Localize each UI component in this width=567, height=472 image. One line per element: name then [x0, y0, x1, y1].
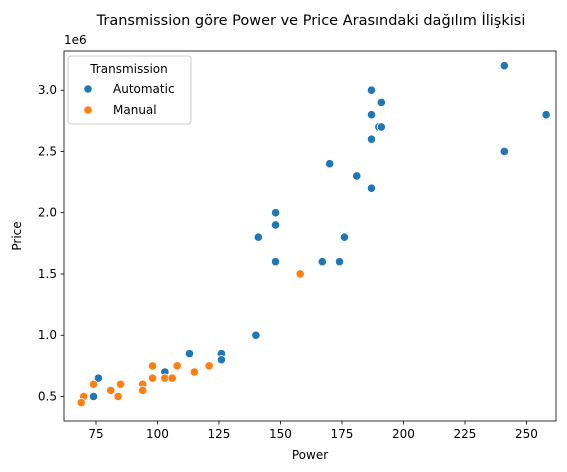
- y-tick-label: 1.5: [38, 267, 57, 281]
- y-tick-label: 1.0: [38, 328, 57, 342]
- point-automatic: [253, 232, 263, 242]
- point-automatic: [270, 257, 281, 267]
- point-automatic: [366, 110, 377, 120]
- point-manual: [113, 391, 123, 402]
- point-manual: [138, 385, 148, 395]
- point-automatic: [251, 330, 261, 340]
- point-manual: [106, 385, 116, 395]
- point-automatic: [366, 183, 377, 193]
- x-tick-label: 125: [208, 427, 231, 441]
- legend-marker-manual: [83, 105, 93, 115]
- point-manual: [295, 269, 305, 279]
- point-automatic: [317, 257, 327, 267]
- point-automatic: [339, 232, 350, 242]
- point-automatic: [93, 373, 104, 383]
- y-tick-label: 2.0: [38, 206, 57, 220]
- point-automatic: [376, 122, 386, 132]
- point-automatic: [334, 257, 345, 267]
- y-offset-label: 1e6: [64, 33, 87, 47]
- legend-label-manual: Manual: [113, 103, 157, 117]
- x-tick-label: 75: [88, 427, 103, 441]
- point-automatic: [499, 61, 509, 71]
- point-manual: [167, 373, 177, 383]
- y-axis-label: Price: [10, 221, 24, 250]
- chart-title: Transmission göre Power ve Price Arasınd…: [96, 11, 526, 29]
- points-layer: [76, 61, 551, 408]
- y-tick-label: 0.5: [38, 389, 57, 403]
- x-tick-label: 175: [331, 427, 354, 441]
- point-automatic: [541, 110, 551, 120]
- point-automatic: [376, 97, 386, 108]
- legend-title: Transmission: [89, 62, 168, 76]
- point-automatic: [216, 355, 227, 365]
- x-tick-label: 150: [269, 427, 292, 441]
- x-tick-label: 225: [454, 427, 477, 441]
- point-automatic: [352, 171, 362, 181]
- y-axis-ticks: 0.5 1.0 1.5 2.0 2.5 3.0: [38, 83, 64, 403]
- point-manual: [189, 367, 199, 377]
- point-manual: [172, 361, 182, 371]
- point-automatic: [184, 349, 195, 359]
- point-automatic: [270, 208, 281, 218]
- y-tick-label: 2.5: [38, 144, 57, 158]
- point-manual: [147, 361, 158, 371]
- point-automatic: [325, 159, 335, 169]
- legend-label-automatic: Automatic: [113, 82, 175, 96]
- x-tick-label: 100: [146, 427, 169, 441]
- point-manual: [76, 398, 86, 408]
- point-automatic: [270, 220, 281, 230]
- plot-frame: [63, 50, 557, 422]
- legend: Transmission Automatic Manual: [67, 55, 192, 125]
- point-automatic: [366, 134, 377, 144]
- point-manual: [88, 379, 99, 389]
- point-automatic: [499, 146, 509, 157]
- x-tick-label: 250: [515, 427, 538, 441]
- x-axis-ticks: 75 100 125 150 175 200 225 250: [88, 421, 538, 441]
- x-tick-label: 200: [392, 427, 415, 441]
- point-automatic: [366, 85, 377, 95]
- point-manual: [204, 361, 214, 371]
- point-automatic: [88, 391, 99, 402]
- legend-box: [67, 55, 192, 125]
- legend-marker-automatic: [83, 84, 93, 94]
- point-manual: [115, 379, 126, 389]
- y-tick-label: 3.0: [38, 83, 57, 97]
- x-axis-label: Power: [292, 448, 328, 462]
- point-manual: [147, 373, 158, 383]
